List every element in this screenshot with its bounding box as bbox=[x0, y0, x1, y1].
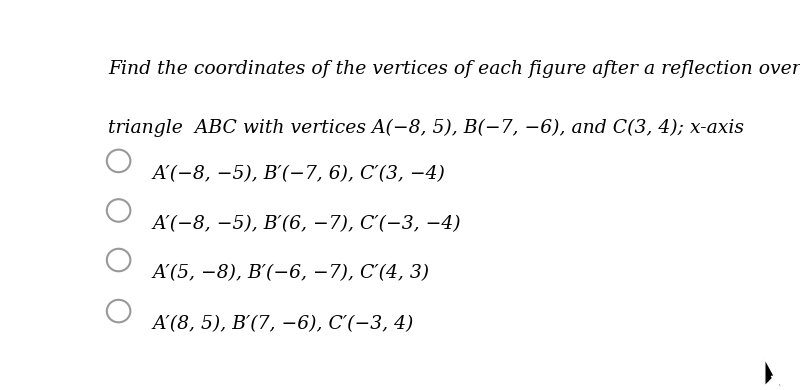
Text: Find the coordinates of the vertices of each figure after a reflection over the : Find the coordinates of the vertices of … bbox=[108, 60, 800, 78]
Text: triangle  ABC with vertices A(−8, 5), B(−7, −6), and C(3, 4); x-axis: triangle ABC with vertices A(−8, 5), B(−… bbox=[108, 119, 744, 137]
Text: A′(−8, −5), B′(6, −7), C′(−3, −4): A′(−8, −5), B′(6, −7), C′(−3, −4) bbox=[153, 215, 462, 233]
Polygon shape bbox=[765, 359, 782, 386]
Text: A′(−8, −5), B′(−7, 6), C′(3, −4): A′(−8, −5), B′(−7, 6), C′(3, −4) bbox=[153, 165, 446, 183]
Text: A′(8, 5), B′(7, −6), C′(−3, 4): A′(8, 5), B′(7, −6), C′(−3, 4) bbox=[153, 316, 414, 333]
Text: A′(5, −8), B′(−6, −7), C′(4, 3): A′(5, −8), B′(−6, −7), C′(4, 3) bbox=[153, 264, 430, 282]
